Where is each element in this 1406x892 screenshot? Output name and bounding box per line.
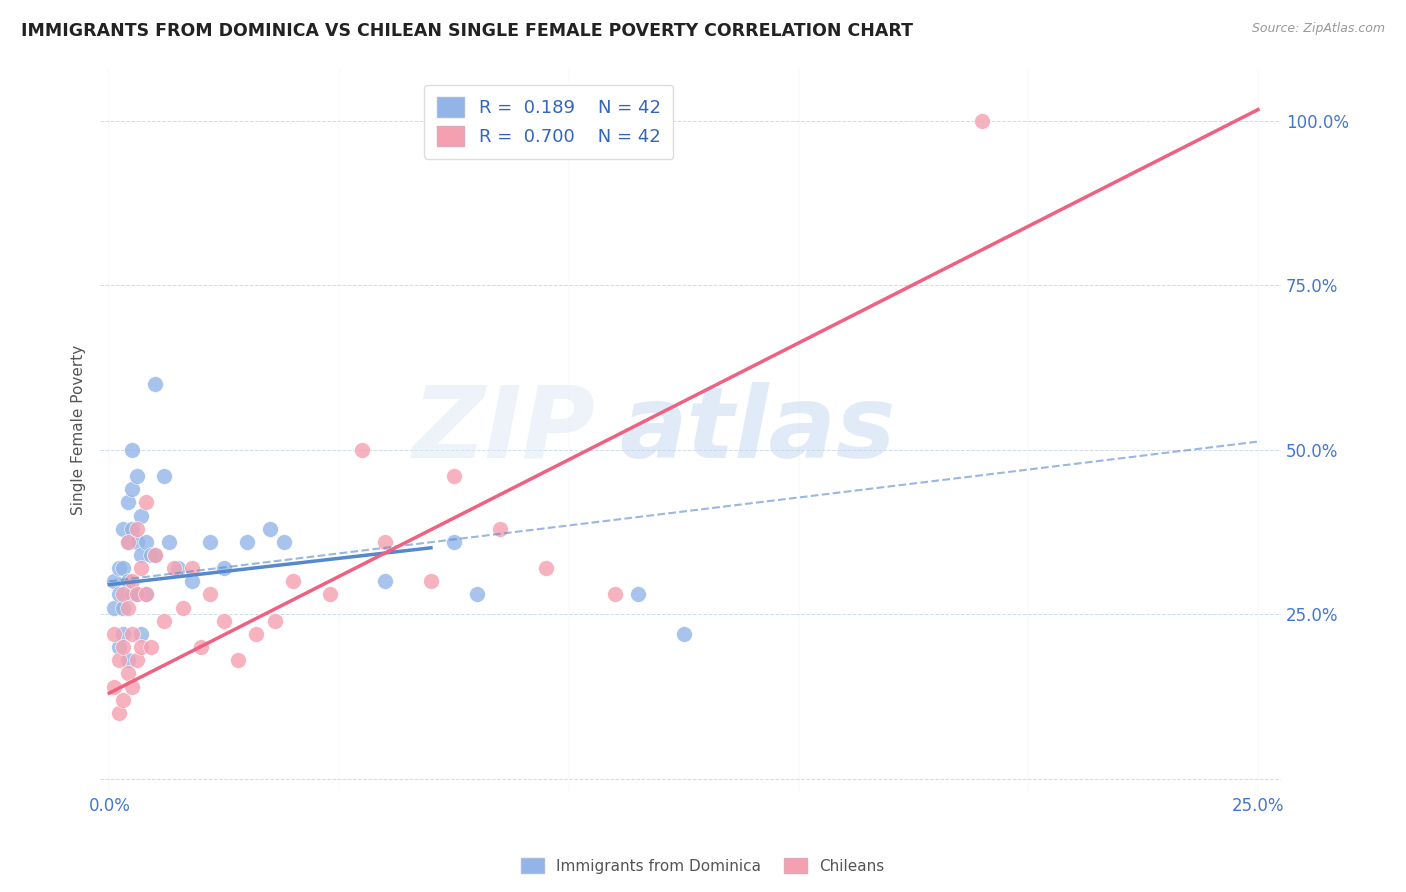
Point [131,548,153,562]
Point [374,574,396,589]
Point [121,587,143,601]
Point [121,442,143,457]
Point [135,587,157,601]
Point [245,627,267,641]
Point [121,627,143,641]
Point [200,587,222,601]
Point [131,627,153,641]
Point [117,574,139,589]
Point [117,653,139,667]
Point [112,627,135,641]
Point [135,495,157,509]
Point [107,587,129,601]
Point [172,600,194,615]
Point [443,469,465,483]
Point [103,627,125,641]
Y-axis label: Single Female Poverty: Single Female Poverty [72,345,86,516]
Point [972,114,994,128]
Text: Source: ZipAtlas.com: Source: ZipAtlas.com [1251,22,1385,36]
Point [112,692,135,706]
Point [125,534,148,549]
Point [143,548,166,562]
Point [117,534,139,549]
Point [121,680,143,694]
Point [465,587,488,601]
Point [131,508,153,523]
Point [135,587,157,601]
Point [190,640,212,654]
Point [281,574,304,589]
Point [117,534,139,549]
Point [112,640,135,654]
Point [103,680,125,694]
Point [121,483,143,497]
Text: atlas: atlas [620,382,896,479]
Point [489,522,512,536]
Point [672,627,695,641]
Point [273,534,295,549]
Point [153,469,176,483]
Point [181,574,204,589]
Point [103,600,125,615]
Point [350,442,373,457]
Point [259,522,281,536]
Point [181,561,204,575]
Point [263,614,285,628]
Point [226,653,249,667]
Point [443,534,465,549]
Point [153,614,176,628]
Point [112,600,135,615]
Point [143,548,166,562]
Point [107,640,129,654]
Point [212,561,235,575]
Point [112,587,135,601]
Legend: Immigrants from Dominica, Chileans: Immigrants from Dominica, Chileans [515,852,891,880]
Point [112,522,135,536]
Point [103,574,125,589]
Text: ZIP: ZIP [413,382,596,479]
Point [627,587,650,601]
Point [200,534,222,549]
Point [139,640,162,654]
Point [374,534,396,549]
Point [167,561,190,575]
Point [125,522,148,536]
Point [139,548,162,562]
Point [125,587,148,601]
Point [117,495,139,509]
Point [135,534,157,549]
Point [125,469,148,483]
Point [143,377,166,392]
Point [112,561,135,575]
Point [107,653,129,667]
Point [131,561,153,575]
Point [107,561,129,575]
Point [157,534,180,549]
Point [236,534,259,549]
Point [212,614,235,628]
Point [117,666,139,681]
Point [117,600,139,615]
Point [534,561,557,575]
Point [125,653,148,667]
Point [163,561,186,575]
Legend: R =  0.189    N = 42, R =  0.700    N = 42: R = 0.189 N = 42, R = 0.700 N = 42 [425,85,673,159]
Point [121,522,143,536]
Point [107,706,129,720]
Point [125,587,148,601]
Point [420,574,443,589]
Point [121,574,143,589]
Text: IMMIGRANTS FROM DOMINICA VS CHILEAN SINGLE FEMALE POVERTY CORRELATION CHART: IMMIGRANTS FROM DOMINICA VS CHILEAN SING… [21,22,912,40]
Point [319,587,342,601]
Point [131,640,153,654]
Point [603,587,626,601]
